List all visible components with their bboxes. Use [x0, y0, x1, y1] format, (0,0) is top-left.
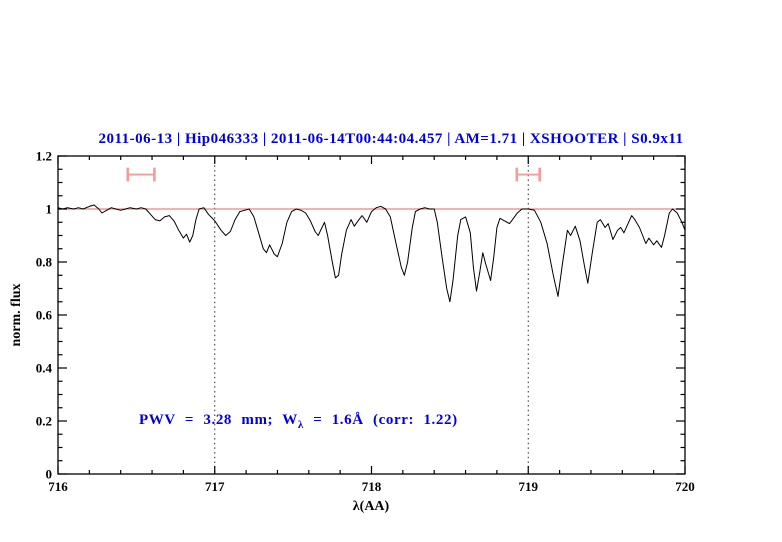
pwv-annotation-text-tail: = 1.6Å (corr: 1.22) — [303, 412, 458, 428]
plot-title: 2011-06-13 | Hip046333 | 2011-06-14T00:4… — [98, 131, 684, 147]
y-tick-label: 0 — [46, 467, 53, 482]
y-tick-label: 1.2 — [36, 149, 52, 164]
range-marker — [126, 167, 156, 182]
x-axis-label: λ(AA) — [353, 499, 390, 514]
y-tick-label: 0.6 — [36, 308, 53, 323]
y-tick-label: 0.2 — [36, 414, 52, 429]
y-tick-label: 1 — [46, 202, 53, 217]
y-tick-label: 0.8 — [36, 255, 53, 270]
x-tick-label: 720 — [675, 479, 695, 494]
range-marker — [515, 167, 541, 182]
x-tick-label: 716 — [48, 479, 68, 494]
x-tick-label: 717 — [205, 479, 225, 494]
pwv-annotation-subscript: λ — [297, 419, 304, 431]
pwv-annotation: PWV = 3.28 mm; Wλ = 1.6Å (corr: 1.22) — [139, 412, 458, 431]
x-tick-label: 718 — [362, 479, 382, 494]
x-tick-label: 719 — [519, 479, 539, 494]
y-axis-label: norm. flux — [9, 284, 24, 347]
spectrum-line — [57, 204, 686, 303]
y-tick-label: 0.4 — [36, 361, 53, 376]
pwv-annotation-text: PWV = 3.28 mm; W — [139, 412, 298, 428]
